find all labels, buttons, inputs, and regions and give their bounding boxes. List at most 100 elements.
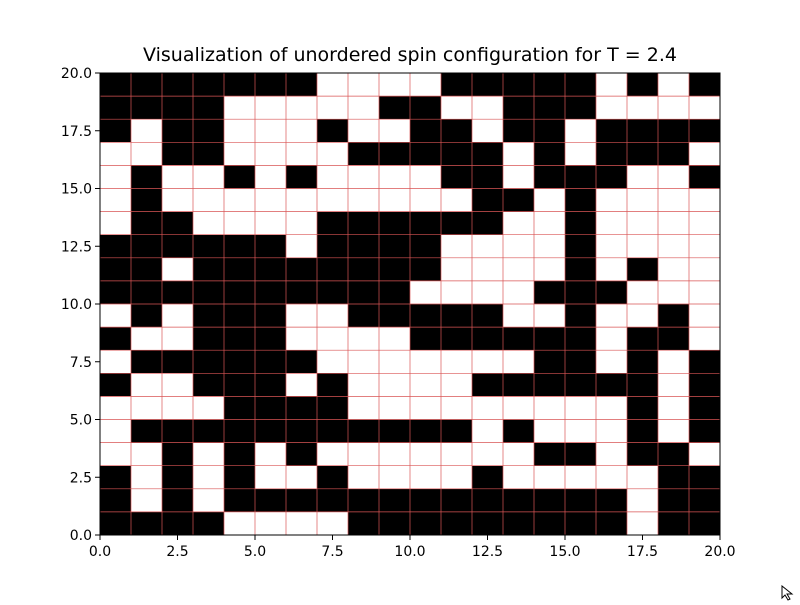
spin-cell: [224, 373, 256, 397]
spin-cell: [565, 350, 597, 374]
spin-cell: [565, 211, 597, 236]
spin-cell: [410, 511, 442, 536]
spin-cell: [534, 257, 566, 282]
spin-cell: [193, 234, 225, 259]
spin-cell: [503, 234, 535, 259]
spin-cell: [224, 350, 256, 374]
spin-cell: [100, 304, 132, 328]
y-tick-label: 17.5: [61, 124, 92, 140]
spin-cell: [224, 465, 256, 490]
x-tick-label: 0.0: [89, 544, 111, 560]
spin-cell: [255, 419, 287, 443]
spin-cell: [224, 142, 256, 166]
spin-cell: [596, 511, 628, 536]
spin-cell: [596, 165, 628, 189]
spin-cell: [627, 419, 659, 443]
spin-cell: [441, 465, 473, 490]
spin-cell: [627, 119, 659, 143]
spin-cell: [410, 465, 442, 490]
spin-cell: [286, 373, 318, 397]
spin-cell: [627, 304, 659, 328]
spin-cell: [503, 396, 535, 420]
spin-cell: [286, 73, 318, 97]
spin-cell: [689, 119, 721, 143]
spin-cell: [286, 257, 318, 282]
spin-cell: [379, 442, 411, 467]
spin-cell: [348, 488, 380, 513]
spin-cell: [131, 165, 163, 189]
spin-cell: [658, 442, 690, 467]
spin-cell: [317, 96, 349, 120]
spin-cell: [193, 73, 225, 97]
spin-cell: [441, 442, 473, 467]
spin-cell: [193, 280, 225, 305]
spin-cell: [472, 442, 504, 467]
spin-cell: [286, 396, 318, 420]
spin-cell: [472, 373, 504, 397]
spin-cell: [100, 73, 132, 97]
spin-cell: [596, 327, 628, 351]
spin-cell: [100, 419, 132, 443]
spin-cell: [441, 419, 473, 443]
spin-cell: [131, 373, 163, 397]
spin-cell: [689, 419, 721, 443]
spin-cell: [286, 165, 318, 189]
spin-cell: [255, 373, 287, 397]
spin-cell: [689, 373, 721, 397]
spin-cell: [534, 327, 566, 351]
spin-cell: [627, 442, 659, 467]
spin-cell: [379, 280, 411, 305]
spin-cell: [472, 257, 504, 282]
spin-cell: [100, 211, 132, 236]
spin-cell: [162, 73, 194, 97]
spin-cell: [348, 73, 380, 97]
spin-cell: [379, 142, 411, 166]
spin-cell: [224, 280, 256, 305]
spin-cell: [131, 488, 163, 513]
spin-cell: [379, 257, 411, 282]
spin-cell: [503, 142, 535, 166]
spin-cell: [658, 465, 690, 490]
spin-cell: [255, 73, 287, 97]
spin-cell: [162, 465, 194, 490]
spin-cell: [131, 465, 163, 490]
spin-cell: [162, 142, 194, 166]
y-tick-label: 20.0: [61, 66, 92, 82]
spin-cell: [596, 73, 628, 97]
spin-cell: [472, 188, 504, 212]
spin-cell: [100, 373, 132, 397]
spin-cell: [503, 165, 535, 189]
x-tick-label: 12.5: [472, 544, 503, 560]
spin-cell: [565, 119, 597, 143]
y-tick-label: 5.0: [70, 413, 92, 429]
spin-cell: [410, 396, 442, 420]
spin-cell: [224, 188, 256, 212]
spin-cell: [100, 442, 132, 467]
spin-cell: [441, 119, 473, 143]
x-tick-label: 17.5: [627, 544, 658, 560]
spin-cell: [534, 373, 566, 397]
spin-cell: [131, 350, 163, 374]
x-tick-label: 15.0: [549, 544, 580, 560]
spin-cell: [162, 188, 194, 212]
spin-cell: [348, 257, 380, 282]
spin-cell: [658, 257, 690, 282]
spin-cell: [379, 419, 411, 443]
spin-cell: [596, 304, 628, 328]
spin-cell: [379, 488, 411, 513]
spin-cell: [162, 257, 194, 282]
spin-cell: [534, 511, 566, 536]
spin-cell: [658, 211, 690, 236]
spin-cell: [255, 119, 287, 143]
spin-cell: [317, 327, 349, 351]
spin-cell: [627, 396, 659, 420]
spin-cell: [472, 234, 504, 259]
spin-cell: [379, 119, 411, 143]
spin-cell: [596, 465, 628, 490]
spin-cell: [596, 442, 628, 467]
spin-cell: [689, 465, 721, 490]
spin-cell: [441, 73, 473, 97]
spin-cell: [379, 327, 411, 351]
spin-cell: [689, 327, 721, 351]
spin-cell: [162, 96, 194, 120]
